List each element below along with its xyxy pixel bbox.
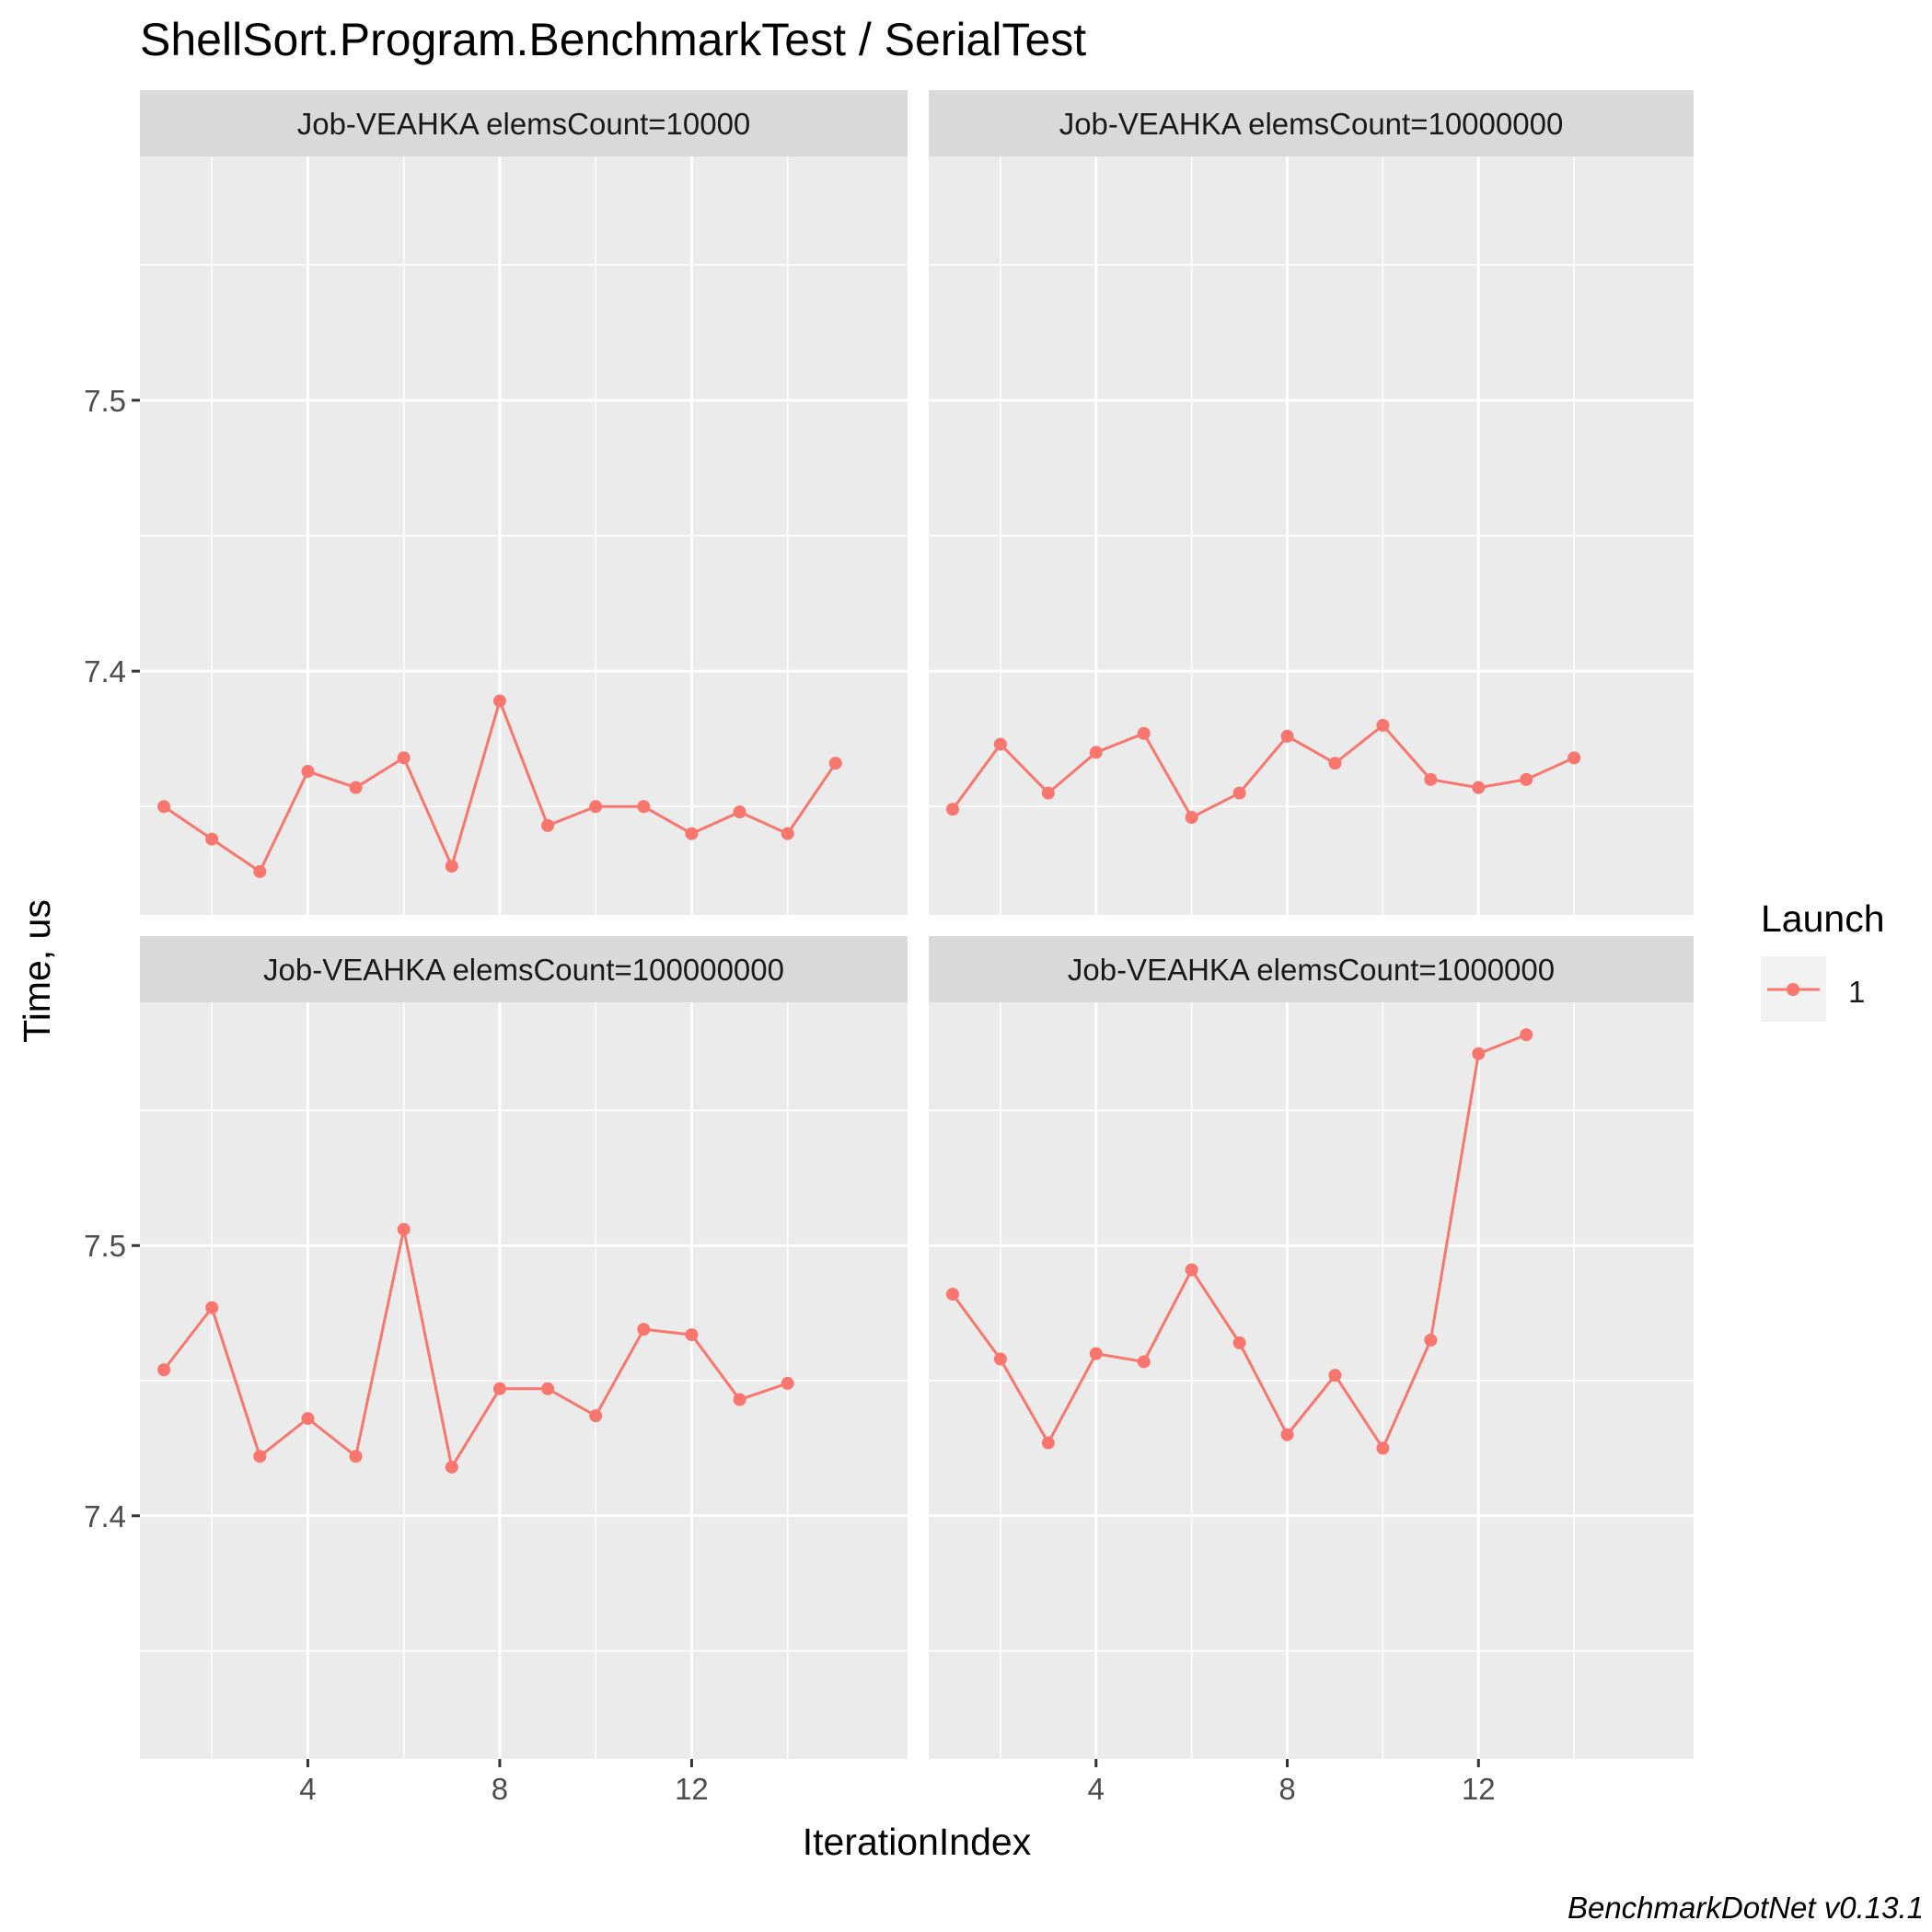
x-tick-label: 4: [299, 1772, 316, 1806]
data-point: [1280, 729, 1294, 743]
data-point: [637, 800, 651, 814]
data-point: [1232, 1336, 1246, 1349]
data-point: [945, 803, 959, 816]
data-point: [1328, 757, 1342, 770]
x-axes: 4 8 12 4 8 12: [299, 1759, 1496, 1806]
data-point: [1424, 1333, 1438, 1347]
x-tick-label: 12: [1462, 1772, 1496, 1806]
data-point: [205, 832, 219, 846]
data-point: [589, 1409, 603, 1423]
facet-panel: Job-VEAHKA elemsCount=100000000: [140, 936, 908, 1759]
facet-panel: Job-VEAHKA elemsCount=1000000: [929, 936, 1694, 1759]
data-point: [541, 1382, 555, 1395]
facet-strip-label: Job-VEAHKA elemsCount=10000000: [1059, 107, 1564, 141]
data-point: [1137, 1355, 1151, 1369]
facet-panels: Job-VEAHKA elemsCount=10000 Job-VEAHKA el…: [140, 90, 1694, 1759]
y-tick-label: 7.5: [84, 1229, 126, 1263]
data-point: [1089, 746, 1103, 759]
x-tick-label: 8: [1278, 1772, 1295, 1806]
data-point: [445, 1460, 458, 1474]
x-tick-label: 4: [1088, 1772, 1105, 1806]
x-tick-label: 8: [492, 1772, 508, 1806]
data-point: [1185, 1263, 1198, 1277]
data-point: [541, 818, 555, 832]
series-line: [162, 1229, 789, 1471]
facet-panel: Job-VEAHKA elemsCount=10000: [140, 90, 908, 915]
data-point: [781, 827, 794, 840]
data-point: [1472, 1047, 1486, 1060]
data-point: [1424, 772, 1438, 786]
data-point: [492, 1382, 506, 1395]
data-point: [993, 737, 1007, 751]
data-point: [157, 800, 171, 814]
data-point: [685, 827, 699, 840]
y-axis-label: Time, us: [16, 899, 58, 1043]
legend-title: Launch: [1761, 897, 1885, 940]
data-point: [945, 1288, 959, 1301]
data-point: [993, 1352, 1007, 1366]
data-point: [1520, 772, 1533, 786]
data-point: [349, 781, 363, 794]
x-axis-label: IterationIndex: [803, 1821, 1032, 1863]
data-point: [1041, 1436, 1055, 1450]
facet-strip: [140, 936, 908, 1002]
facet-strip: [929, 936, 1694, 1002]
data-point: [1089, 1347, 1103, 1360]
data-point: [253, 864, 267, 878]
data-point: [781, 1376, 794, 1390]
y-tick-label: 7.4: [84, 1499, 126, 1533]
data-point: [349, 1450, 363, 1463]
data-point: [397, 751, 411, 765]
facet-strip-label: Job-VEAHKA elemsCount=10000: [297, 107, 751, 141]
legend-entry-label: 1: [1848, 975, 1865, 1009]
legend-key-point: [1787, 983, 1799, 996]
caption: BenchmarkDotNet v0.13.1: [1568, 1891, 1924, 1925]
chart-title: ShellSort.Program.BenchmarkTest / Serial…: [140, 14, 1086, 65]
data-point: [1520, 1028, 1533, 1042]
data-point: [733, 805, 746, 819]
data-point: [397, 1222, 411, 1236]
data-point: [253, 1450, 267, 1463]
data-point: [1328, 1369, 1342, 1382]
data-point: [1376, 719, 1390, 732]
y-axes: 7.4 7.5 7.4 7.5: [84, 384, 140, 1533]
data-point: [1185, 811, 1198, 825]
x-tick-label: 12: [675, 1772, 709, 1806]
y-tick-label: 7.4: [84, 654, 126, 688]
data-point: [1232, 786, 1246, 800]
data-point: [301, 1412, 315, 1426]
data-point: [1472, 781, 1486, 794]
data-point: [685, 1328, 699, 1342]
data-point: [733, 1393, 746, 1406]
data-point: [828, 757, 842, 770]
data-point: [637, 1323, 651, 1336]
data-point: [1568, 751, 1581, 765]
data-point: [445, 860, 458, 873]
data-point: [205, 1301, 219, 1314]
facet-strip-label: Job-VEAHKA elemsCount=100000000: [263, 953, 784, 987]
data-point: [589, 800, 603, 814]
facet-panel: Job-VEAHKA elemsCount=10000000: [929, 90, 1694, 915]
data-point: [1376, 1441, 1390, 1455]
facet-strip: [140, 90, 908, 156]
series-line: [951, 723, 1575, 820]
data-point: [1280, 1428, 1294, 1441]
data-point: [492, 694, 506, 708]
legend: Launch 1: [1761, 897, 1885, 1022]
data-point: [157, 1363, 171, 1377]
data-point: [1041, 786, 1055, 800]
y-tick-label: 7.5: [84, 384, 126, 418]
facet-strip: [929, 90, 1694, 156]
data-point: [301, 765, 315, 779]
data-point: [1137, 726, 1151, 740]
facet-strip-label: Job-VEAHKA elemsCount=1000000: [1068, 953, 1555, 987]
